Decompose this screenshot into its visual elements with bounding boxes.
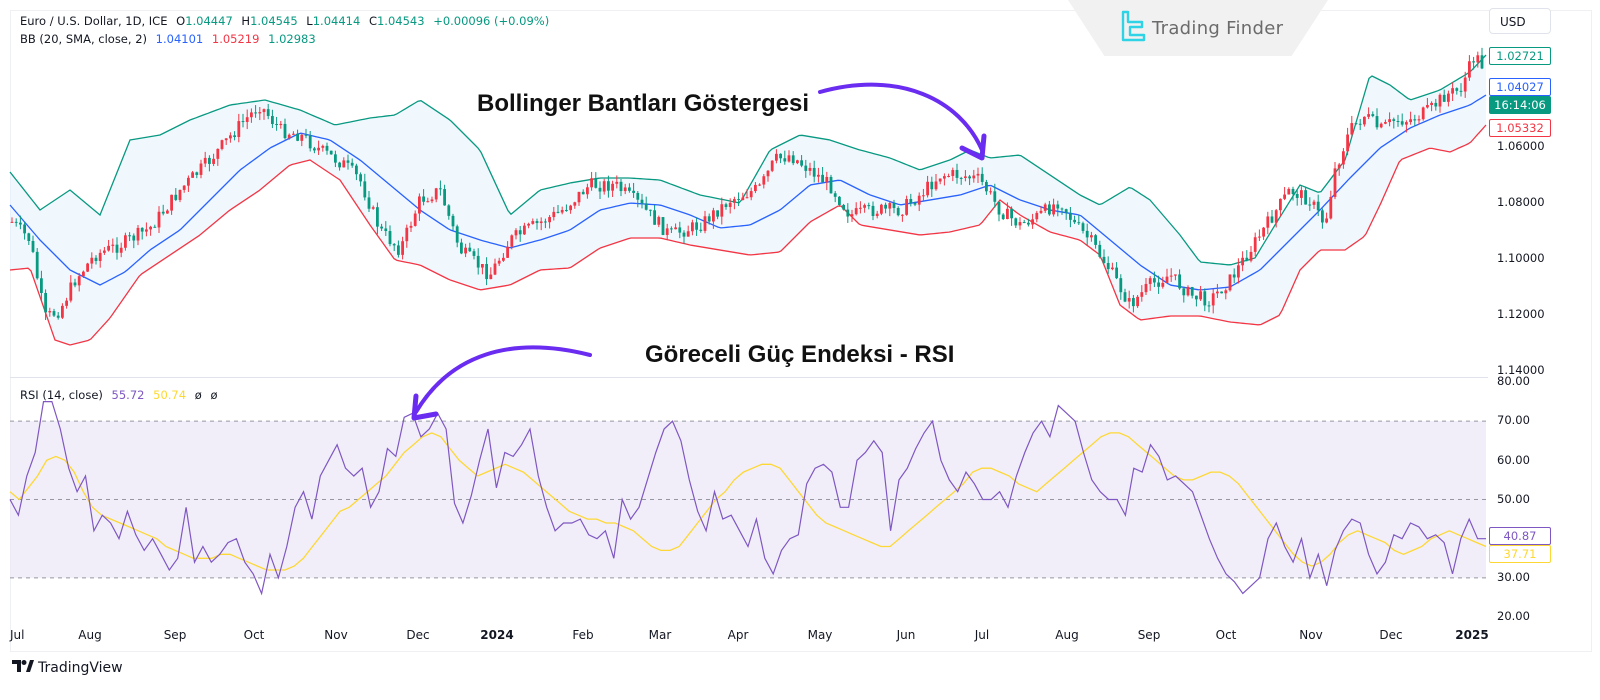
rsi-value-tag: 37.71 [1489, 545, 1551, 563]
time-tick-label: Jul [10, 628, 25, 642]
rsi-ma-line [9, 432, 1487, 571]
watermark-text: Trading Finder [1152, 17, 1284, 39]
symbol-legend[interactable]: Euro / U.S. Dollar, 1D, ICE O1.04447 H1.… [20, 14, 554, 28]
bb-legend[interactable]: BB (20, SMA, close, 2) 1.04101 1.05219 1… [20, 32, 321, 46]
tradingview-logo-icon [12, 660, 34, 676]
price-tag: 1.04027 [1489, 78, 1551, 96]
currency-button[interactable]: USD [1489, 8, 1551, 34]
time-tick-label: May [807, 628, 833, 642]
rsi-value: 55.72 [111, 388, 145, 402]
rsi-legend[interactable]: RSI (14, close) 55.72 50.74 ø ø [20, 388, 222, 402]
bb-lower-line [9, 124, 1487, 346]
rsi-label: RSI (14, close) [20, 388, 103, 402]
rsi-tick-label: 30.00 [1497, 570, 1530, 584]
price-tag: 16:14:06 [1489, 96, 1551, 114]
price-tag: 1.05332 [1489, 119, 1551, 137]
bb-basis-line [9, 94, 1487, 291]
time-tick-label: Jul [974, 628, 990, 642]
time-tick-label: Nov [324, 628, 348, 642]
pane-divider[interactable] [10, 377, 1488, 378]
bollinger-annotation: Bollinger Bantları Göstergesi [477, 90, 810, 117]
time-tick-label: 2024 [480, 628, 514, 642]
price-tick-label: 1.06000 [1497, 139, 1545, 153]
watermark-logo: Trading Finder [1120, 10, 1283, 46]
time-tick-label: Oct [1215, 628, 1237, 642]
bb-lower-value: 1.02983 [268, 32, 316, 46]
bb-label: BB (20, SMA, close, 2) [20, 32, 147, 46]
ohlc-low: L1.04414 [306, 14, 361, 28]
ohlc-high: H1.04545 [241, 14, 298, 28]
time-tick-label: Jun [896, 628, 916, 642]
price-tag: 1.02721 [1489, 47, 1551, 65]
time-tick-label: Oct [243, 628, 265, 642]
rsi-ma-value: 50.74 [153, 388, 187, 402]
candlesticks [10, 47, 1484, 321]
bb-basis-value: 1.04101 [155, 32, 204, 46]
rsi-tick-label: 60.00 [1497, 453, 1530, 467]
time-tick-label: Aug [1055, 628, 1079, 642]
watermark-tab [1068, 0, 1328, 56]
price-tick-label: 1.12000 [1497, 307, 1545, 321]
price-tick-label: 1.10000 [1497, 251, 1545, 265]
time-tick-label: Feb [572, 628, 594, 642]
rsi-extra-1: ø [194, 388, 202, 402]
rsi-line [9, 401, 1486, 596]
time-tick-label: 2025 [1455, 628, 1489, 642]
time-tick-label: Mar [648, 628, 672, 642]
ohlc-open: O1.04447 [176, 14, 233, 28]
rsi-tick-label: 50.00 [1497, 492, 1530, 506]
rsi-annotation: Göreceli Güç Endeksi - RSI [645, 341, 955, 368]
price-tick-label: 1.08000 [1497, 195, 1545, 209]
rsi-value-tag: 40.87 [1489, 527, 1551, 545]
price-tick-label: 1.14000 [1497, 363, 1545, 377]
trading-finder-logo-icon [1120, 10, 1146, 46]
time-tick-label: Dec [406, 628, 430, 642]
rsi-tick-label: 70.00 [1497, 413, 1530, 427]
time-tick-label: Nov [1299, 628, 1323, 642]
bb-upper-value: 1.05219 [211, 32, 260, 46]
rsi-tick-label: 80.00 [1497, 374, 1530, 388]
price-change: +0.00096 (+0.09%) [433, 14, 550, 28]
time-tick-label: Sep [1137, 628, 1161, 642]
rsi-tick-label: 20.00 [1497, 609, 1530, 623]
time-tick-label: Dec [1379, 628, 1403, 642]
ohlc-close: C1.04543 [368, 14, 425, 28]
tradingview-text: TradingView [38, 660, 123, 676]
time-tick-label: Sep [163, 628, 187, 642]
time-tick-label: Aug [78, 628, 102, 642]
symbol-title: Euro / U.S. Dollar, 1D, ICE [20, 14, 168, 28]
time-tick-label: Apr [727, 628, 749, 642]
tradingview-footer[interactable]: TradingView [12, 660, 123, 676]
rsi-extra-2: ø [210, 388, 218, 402]
bb-upper-line [9, 54, 1487, 266]
